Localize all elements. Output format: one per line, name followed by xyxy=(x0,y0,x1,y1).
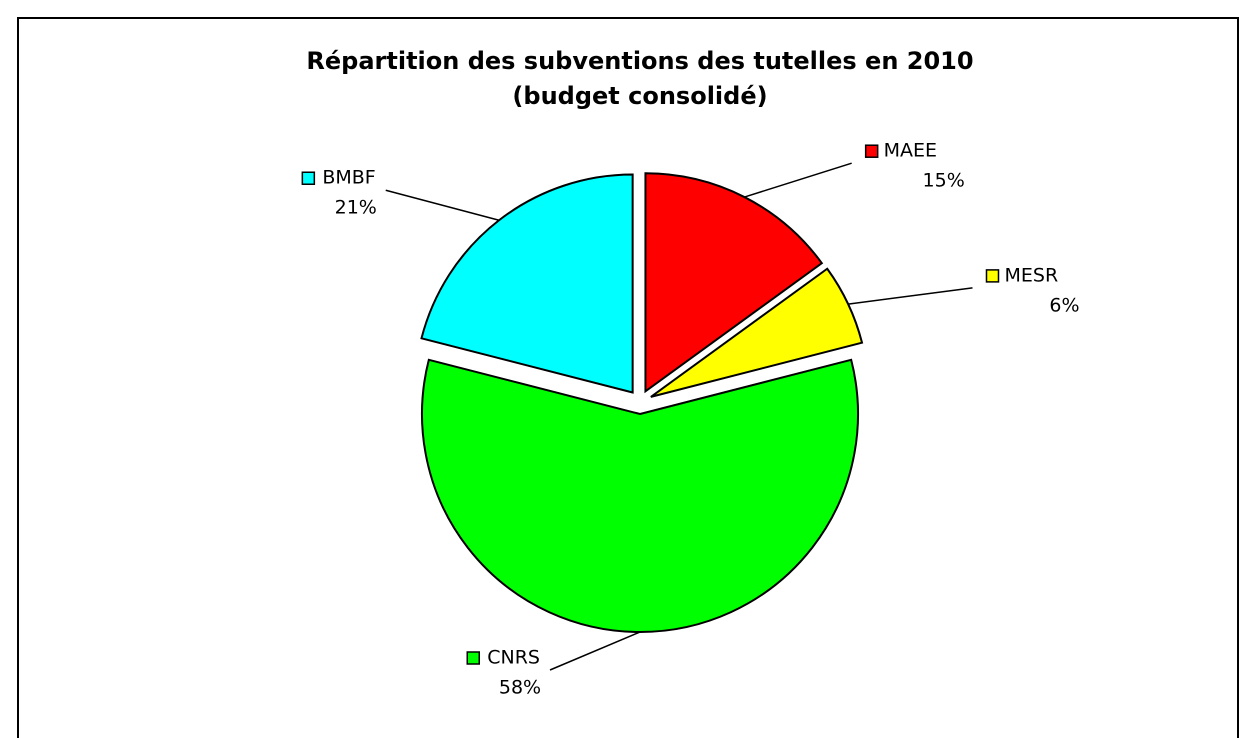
slice-label: MESR xyxy=(1004,264,1058,286)
slice-value-label: 58% xyxy=(499,677,541,699)
slice-label: CNRS xyxy=(487,647,540,669)
pie-slice xyxy=(650,267,864,398)
leader-line xyxy=(385,189,500,221)
pie-slice xyxy=(421,358,859,633)
slice-value-label: 21% xyxy=(335,197,377,219)
chart-title: Répartition des subventions des tutelles… xyxy=(306,47,973,75)
pie-slice xyxy=(644,172,824,394)
chart-subtitle: (budget consolidé) xyxy=(512,82,767,110)
slice-value-label: 6% xyxy=(1049,294,1079,316)
leader-line xyxy=(549,631,641,671)
slice-label: BMBF xyxy=(322,167,375,189)
leader-line xyxy=(744,162,852,198)
legend-swatch xyxy=(864,144,879,158)
legend-swatch xyxy=(985,269,1000,283)
slice-label: MAEE xyxy=(884,140,937,162)
legend-swatch xyxy=(301,171,316,185)
slice-value-label: 15% xyxy=(923,170,965,192)
leader-line xyxy=(848,287,973,305)
legend-swatch xyxy=(466,651,480,665)
